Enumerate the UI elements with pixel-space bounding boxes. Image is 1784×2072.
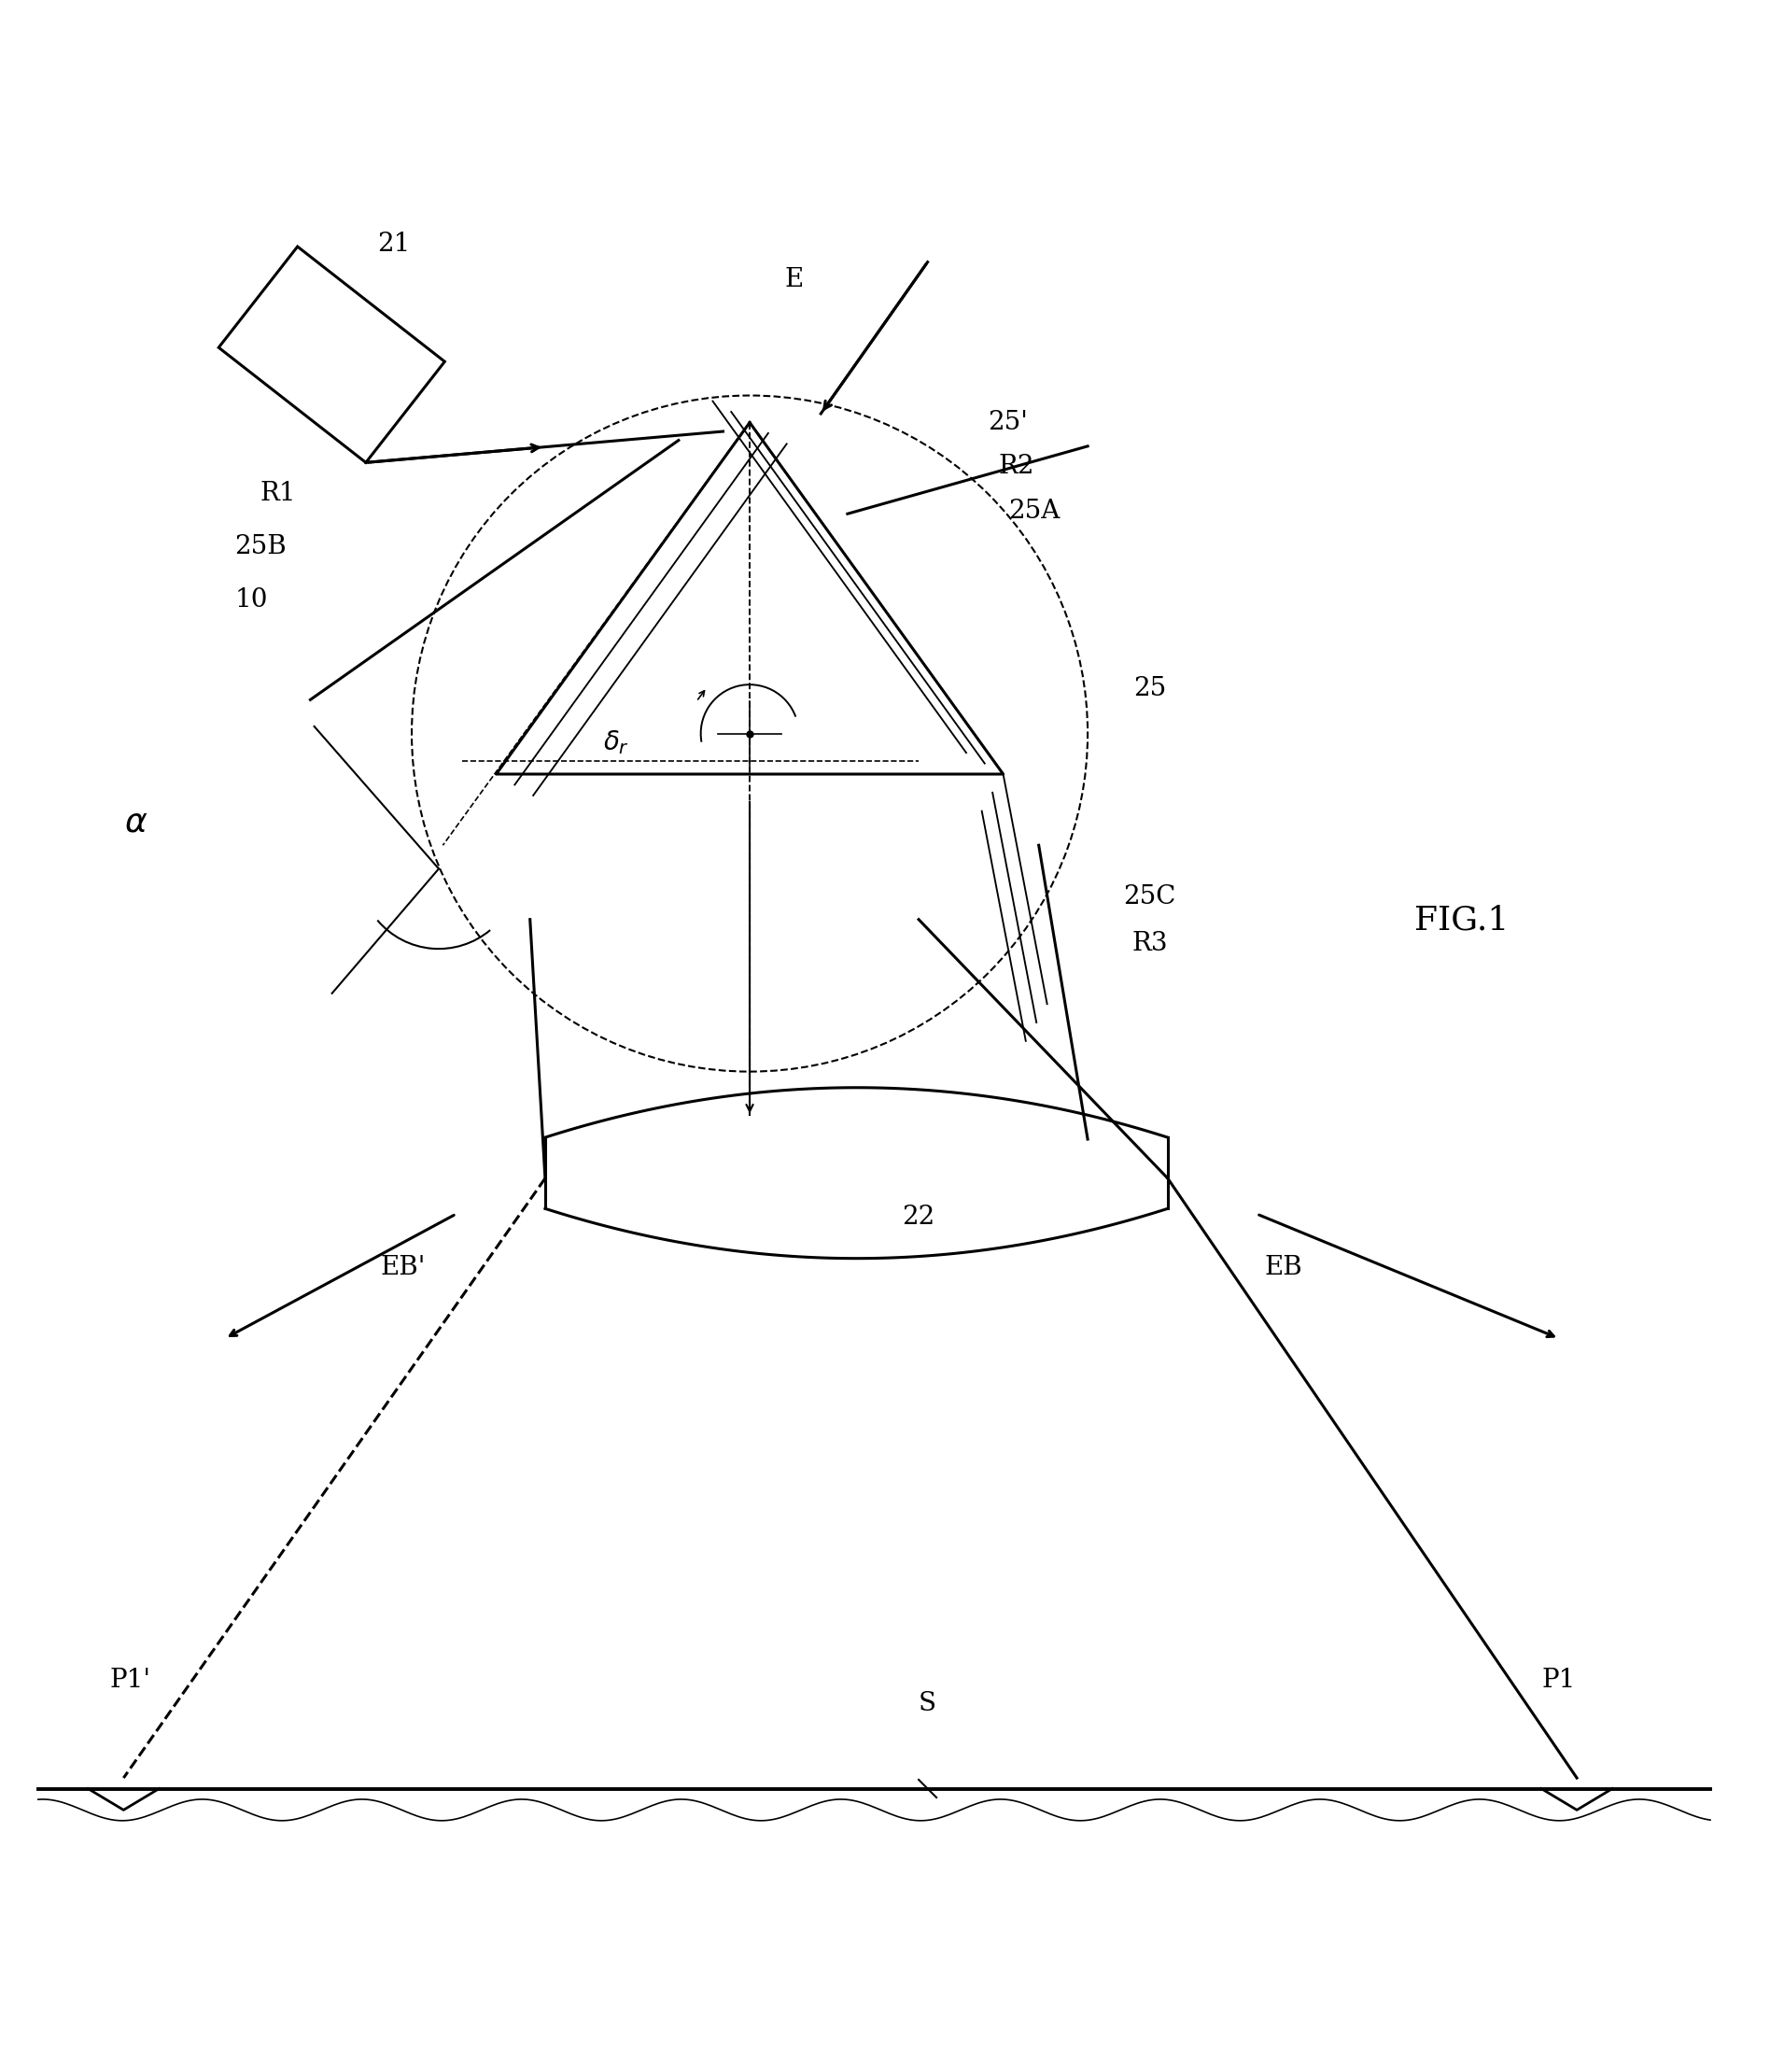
Text: E: E xyxy=(785,267,803,292)
Text: 25': 25' xyxy=(988,410,1028,435)
Text: R3: R3 xyxy=(1133,930,1169,955)
Text: $\delta_r$: $\delta_r$ xyxy=(603,729,630,756)
Text: R1: R1 xyxy=(260,481,296,506)
Text: 22: 22 xyxy=(903,1206,935,1231)
Text: R2: R2 xyxy=(999,454,1035,479)
Text: 25B: 25B xyxy=(234,535,287,559)
Text: EB: EB xyxy=(1265,1256,1302,1280)
Text: P1': P1' xyxy=(111,1668,152,1693)
Text: 10: 10 xyxy=(235,588,268,613)
Text: FIG.1: FIG.1 xyxy=(1415,905,1509,937)
Text: 21: 21 xyxy=(378,232,410,257)
Text: 25C: 25C xyxy=(1124,885,1176,910)
Text: $\alpha$: $\alpha$ xyxy=(125,806,148,839)
Text: 25: 25 xyxy=(1133,675,1167,702)
Text: P1: P1 xyxy=(1541,1668,1575,1693)
Text: 25A: 25A xyxy=(1008,499,1060,524)
Text: S: S xyxy=(919,1691,937,1716)
Text: EB': EB' xyxy=(380,1256,425,1280)
